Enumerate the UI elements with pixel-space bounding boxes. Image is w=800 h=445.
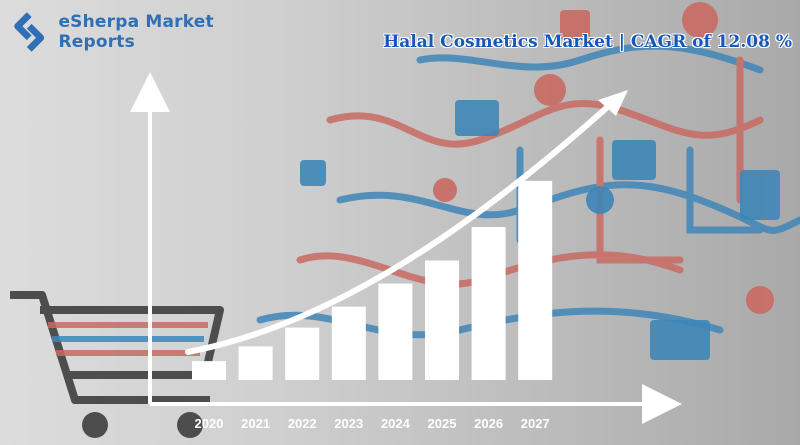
shopping-cart-icon xyxy=(10,291,224,404)
esherpa-logo-icon xyxy=(14,12,45,52)
bar-2022 xyxy=(285,327,320,380)
bar-2025 xyxy=(425,260,459,380)
growth-trend-arrowhead xyxy=(598,90,628,116)
x-tick-label-2021: 2021 xyxy=(241,416,270,431)
bar-2027 xyxy=(518,180,553,380)
bar-2021 xyxy=(238,346,273,380)
x-tick-label-2022: 2022 xyxy=(288,416,317,431)
cart-stripes xyxy=(48,322,208,356)
bar-2020 xyxy=(192,361,226,380)
x-tick-label-2023: 2023 xyxy=(334,416,363,431)
x-tick-label-2020: 2020 xyxy=(195,416,224,431)
brand-logo: eSherpa Market Reports xyxy=(8,10,288,54)
x-tick-label-2025: 2025 xyxy=(428,416,457,431)
page-title: Halal Cosmetics Market | CAGR of 12.08 % xyxy=(383,32,792,52)
bar-2026 xyxy=(471,226,506,380)
x-tick-label-2024: 2024 xyxy=(381,416,411,431)
x-tick-label-2026: 2026 xyxy=(474,416,503,431)
x-tick-label-2027: 2027 xyxy=(521,416,550,431)
brand-name: eSherpa Market Reports xyxy=(58,12,214,52)
bar-2024 xyxy=(378,283,413,380)
bar-2023 xyxy=(331,306,366,380)
growth-trend-arrow xyxy=(185,100,615,355)
